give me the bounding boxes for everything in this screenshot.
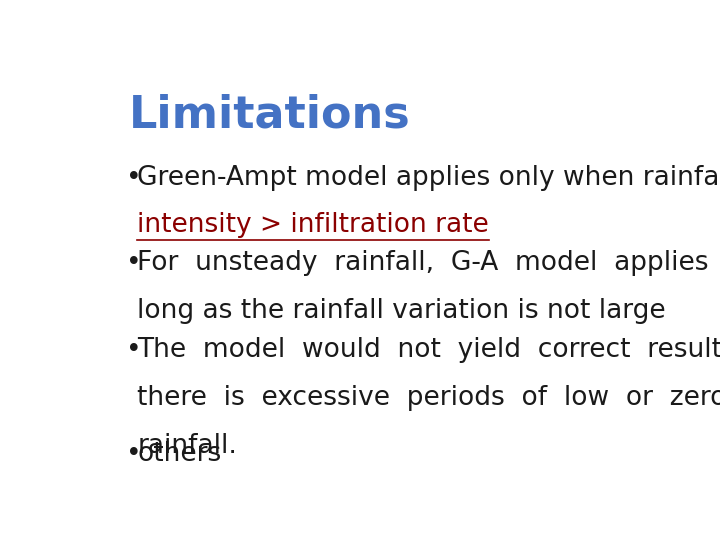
Text: long as the rainfall variation is not large: long as the rainfall variation is not la… xyxy=(138,298,666,323)
Text: The  model  would  not  yield  correct  results  if: The model would not yield correct result… xyxy=(138,337,720,363)
Text: intensity > infiltration rate: intensity > infiltration rate xyxy=(138,212,489,238)
Text: Green-Ampt model applies only when rainfall: Green-Ampt model applies only when rainf… xyxy=(138,165,720,191)
Text: •: • xyxy=(126,250,142,276)
Text: others: others xyxy=(138,441,222,467)
Text: •: • xyxy=(126,337,142,363)
Text: intensity > infiltration rate: intensity > infiltration rate xyxy=(138,212,489,238)
Text: For  unsteady  rainfall,  G-A  model  applies  as: For unsteady rainfall, G-A model applies… xyxy=(138,250,720,276)
Text: •: • xyxy=(126,441,142,467)
Text: there  is  excessive  periods  of  low  or  zero: there is excessive periods of low or zer… xyxy=(138,385,720,411)
Text: •: • xyxy=(126,165,142,191)
Text: Limitations: Limitations xyxy=(129,94,411,137)
Text: rainfall.: rainfall. xyxy=(138,433,238,459)
